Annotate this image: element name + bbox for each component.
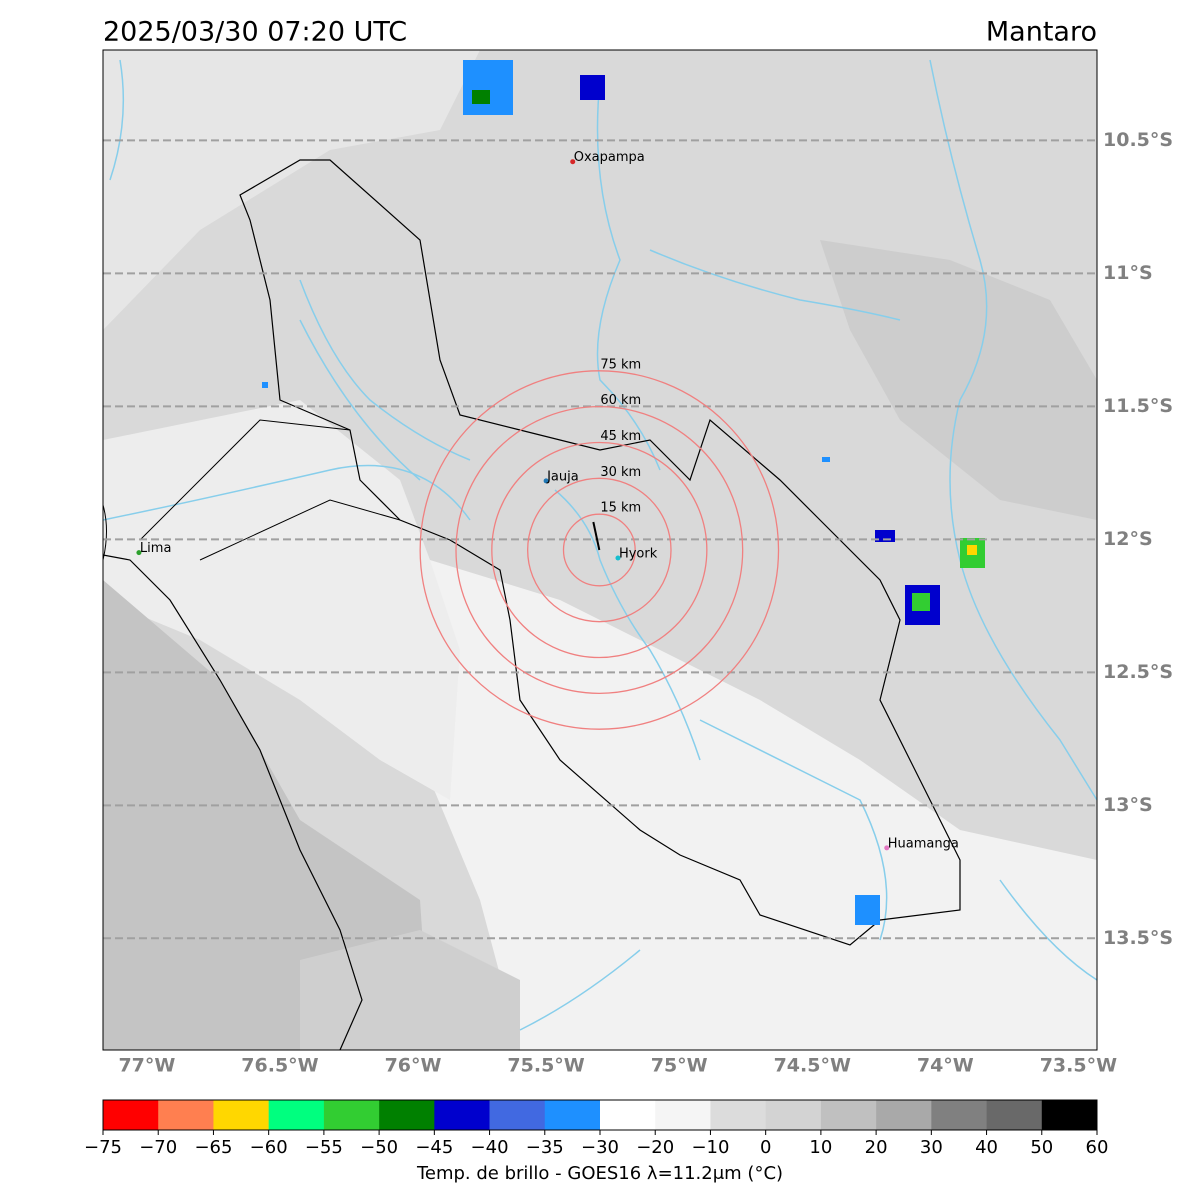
lat-label: 11°S xyxy=(1103,262,1153,284)
lon-label: 76.5°W xyxy=(241,1055,318,1077)
colorbar-tick-label: −70 xyxy=(139,1137,177,1158)
colorbar-tick-label: −40 xyxy=(471,1137,509,1158)
colorbar-tick-label: −60 xyxy=(250,1137,288,1158)
ring-label: 15 km xyxy=(600,501,641,516)
colorbar-cell xyxy=(710,1100,766,1130)
lat-label: 13.5°S xyxy=(1103,927,1173,949)
colorbar-cell xyxy=(765,1100,822,1130)
colorbar-tick-label: −35 xyxy=(526,1137,564,1158)
colorbar-tick-label: −75 xyxy=(84,1137,122,1158)
lon-label: 74.5°W xyxy=(774,1055,851,1077)
colorbar-cell xyxy=(655,1100,711,1130)
lat-label: 10.5°S xyxy=(1103,129,1173,151)
colorbar-cell xyxy=(876,1100,932,1130)
colorbar-cell xyxy=(379,1100,435,1130)
colorbar-cell xyxy=(268,1100,325,1130)
lon-label: 76°W xyxy=(385,1055,442,1077)
colorbar-tick-label: 20 xyxy=(865,1137,888,1158)
colorbar-cell xyxy=(820,1100,877,1130)
colorbar-cell xyxy=(213,1100,269,1130)
colorbar-tick-label: −65 xyxy=(194,1137,232,1158)
lon-label: 73.5°W xyxy=(1040,1055,1117,1077)
range-ring xyxy=(455,406,744,694)
lat-label: 12.5°S xyxy=(1103,661,1173,683)
colorbar-cell xyxy=(103,1100,159,1130)
city-label: Jauja xyxy=(546,469,579,484)
range-ring xyxy=(562,513,636,587)
colorbar-cell xyxy=(986,1100,1043,1130)
region: Mantaro xyxy=(986,17,1097,48)
lon-label: 75°W xyxy=(651,1055,708,1077)
colorbar-label: Temp. de brillo - GOES16 λ=11.2μm (°C) xyxy=(416,1163,783,1184)
colorbar: −75 −70 −65 −60 −55 −50 −45 −40 −35 −30 −20 −10 0 10 2… xyxy=(84,1099,1109,1158)
lat-label: 12°S xyxy=(1103,528,1153,550)
colorbar-tick-label: 10 xyxy=(809,1137,832,1158)
colorbar-cell xyxy=(323,1100,380,1130)
colorbar-tick-label: −55 xyxy=(305,1137,343,1158)
lon-label: 75.5°W xyxy=(507,1055,584,1077)
ring-label: 30 km xyxy=(600,465,641,480)
city-label: Huamanga xyxy=(888,836,959,851)
range-ring xyxy=(491,441,708,659)
city-marker xyxy=(884,845,890,851)
title: 2025/03/30 07:20 UTC xyxy=(103,17,407,48)
city-label: Lima xyxy=(140,541,171,556)
colorbar-tick-label: 60 xyxy=(1086,1137,1109,1158)
map-frame xyxy=(102,49,1098,1051)
ring-label: 60 km xyxy=(600,393,641,408)
lat-label: 11.5°S xyxy=(1103,395,1173,417)
colorbar-cell xyxy=(489,1100,546,1130)
colorbar-tick-label: −10 xyxy=(691,1137,729,1158)
map-overlay: 15 km 30 km 45 km 60 km 75 km Oxapampa Jauja Li… xyxy=(103,139,1097,940)
ring-label: 45 km xyxy=(600,429,641,444)
range-ring xyxy=(419,370,780,730)
lon-label: 77°W xyxy=(118,1055,175,1077)
colorbar-tick-label: 40 xyxy=(975,1137,998,1158)
city-label: Hyork xyxy=(619,546,658,561)
colorbar-tick-label: 0 xyxy=(760,1137,771,1158)
ring-label: 75 km xyxy=(600,357,641,372)
map-background xyxy=(103,50,1097,1050)
city-marker xyxy=(136,550,142,556)
colorbar-cell xyxy=(544,1100,601,1130)
lat-label: 13°S xyxy=(1103,794,1153,816)
colorbar-cell xyxy=(931,1100,987,1130)
colorbar-tick-label: −45 xyxy=(415,1137,453,1158)
colorbar-cell xyxy=(434,1100,490,1130)
colorbar-tick-label: 50 xyxy=(1030,1137,1053,1158)
city-marker xyxy=(615,555,621,561)
colorbar-tick-label: −30 xyxy=(581,1137,619,1158)
colorbar-tick-label: −20 xyxy=(636,1137,674,1158)
wind-vector xyxy=(592,521,601,551)
city-marker xyxy=(570,159,576,165)
colorbar-tick-label: 30 xyxy=(920,1137,943,1158)
colorbar-cell xyxy=(1041,1100,1098,1130)
colorbar-tick-label: −50 xyxy=(360,1137,398,1158)
city-label: Oxapampa xyxy=(574,150,645,165)
colorbar-cell xyxy=(158,1100,214,1130)
colorbar-cell xyxy=(600,1100,656,1130)
city-marker xyxy=(543,478,549,484)
range-ring xyxy=(527,477,672,623)
lon-label: 74°W xyxy=(917,1055,974,1077)
